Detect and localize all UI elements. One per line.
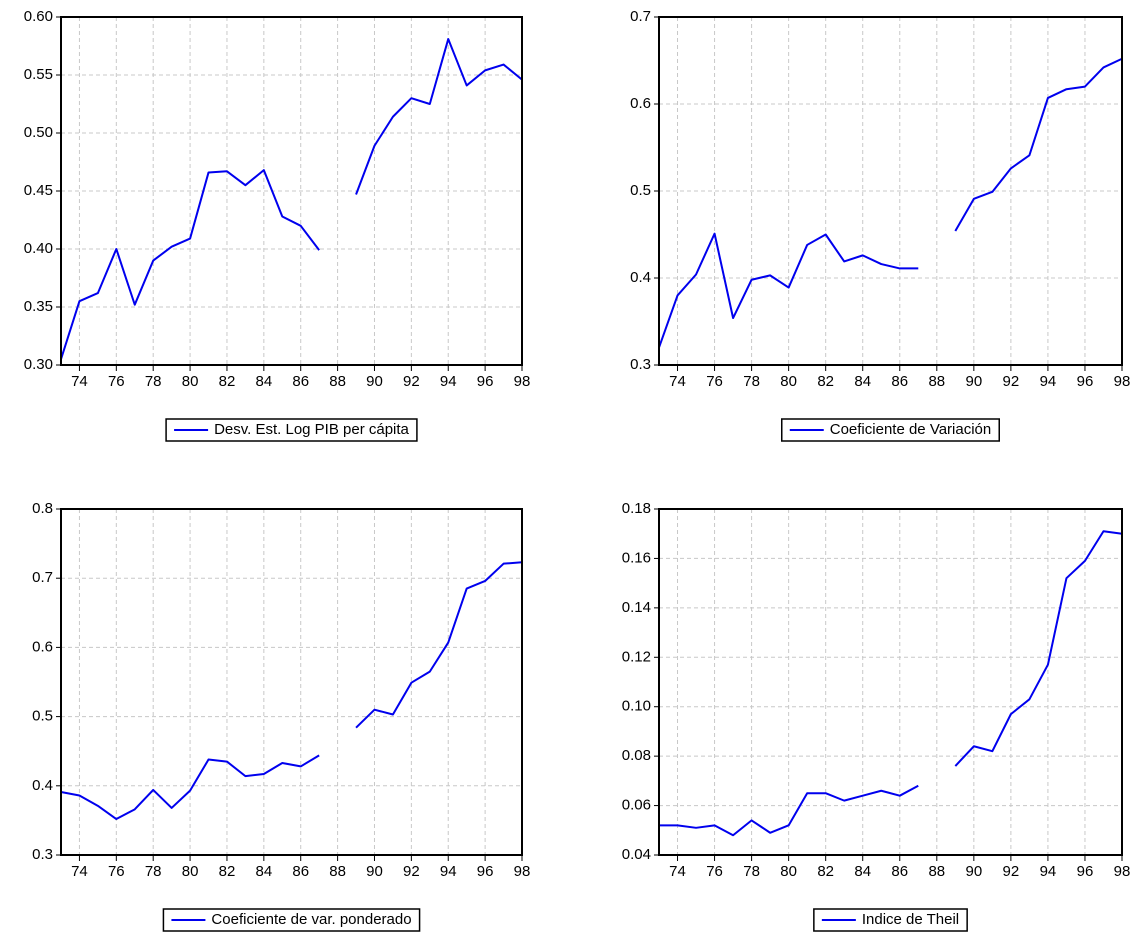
- x-tick-label: 82: [817, 863, 834, 880]
- x-tick-label: 84: [255, 863, 272, 880]
- y-tick-label: 0.5: [32, 708, 53, 725]
- y-tick-label: 0.30: [24, 356, 53, 373]
- plot-frame: [60, 508, 523, 856]
- y-tick-label: 0.7: [630, 8, 651, 25]
- x-tick-label: 82: [219, 373, 236, 390]
- x-tick-label: 96: [1077, 863, 1094, 880]
- y-tick-label: 0.5: [630, 182, 651, 199]
- x-tick-label: 88: [928, 373, 945, 390]
- y-tick-label: 0.14: [622, 599, 651, 616]
- x-tick-label: 86: [891, 863, 908, 880]
- legend-label: Coeficiente de var. ponderado: [211, 911, 411, 928]
- x-tick-label: 84: [255, 373, 272, 390]
- x-tick-label: 84: [854, 863, 871, 880]
- x-tick-label: 78: [145, 863, 162, 880]
- x-tick-label: 78: [743, 863, 760, 880]
- x-tick-label: 88: [329, 863, 346, 880]
- x-tick-label: 80: [780, 863, 797, 880]
- x-tick-label: 96: [1077, 373, 1094, 390]
- y-tick-label: 0.3: [630, 356, 651, 373]
- x-tick-label: 94: [1040, 373, 1057, 390]
- x-tick-label: 86: [292, 863, 309, 880]
- x-tick-label: 74: [669, 863, 686, 880]
- x-tick-label: 84: [854, 373, 871, 390]
- data-line: [659, 530, 1123, 837]
- x-tick-label: 92: [403, 373, 420, 390]
- y-tick-label: 0.08: [622, 747, 651, 764]
- x-tick-label: 80: [780, 373, 797, 390]
- y-tick-label: 0.18: [622, 500, 651, 517]
- y-tick-label: 0.16: [622, 549, 651, 566]
- y-tick-label: 0.4: [630, 269, 651, 286]
- y-tick-label: 0.4: [32, 777, 53, 794]
- x-tick-label: 80: [182, 373, 199, 390]
- y-tick-label: 0.6: [630, 95, 651, 112]
- x-tick-label: 86: [292, 373, 309, 390]
- legend-label: Indice de Theil: [862, 911, 959, 928]
- data-line: [60, 561, 523, 821]
- y-tick-label: 0.04: [622, 846, 651, 863]
- x-tick-label: 96: [477, 863, 494, 880]
- data-line: [658, 57, 1123, 348]
- x-tick-label: 94: [1040, 863, 1057, 880]
- x-tick-label: 74: [71, 373, 88, 390]
- legend-box: [165, 418, 418, 442]
- legend-label: Coeficiente de Variación: [830, 421, 991, 438]
- y-tick-label: 0.06: [622, 797, 651, 814]
- x-tick-label: 92: [1003, 863, 1020, 880]
- x-tick-label: 80: [182, 863, 199, 880]
- x-tick-label: 90: [965, 373, 982, 390]
- x-tick-label: 90: [965, 863, 982, 880]
- x-tick-label: 88: [329, 373, 346, 390]
- x-tick-label: 92: [1003, 373, 1020, 390]
- x-tick-label: 96: [477, 373, 494, 390]
- x-tick-label: 90: [366, 373, 383, 390]
- x-tick-label: 98: [1114, 863, 1131, 880]
- x-tick-label: 92: [403, 863, 420, 880]
- y-tick-label: 0.12: [622, 648, 651, 665]
- x-tick-label: 88: [928, 863, 945, 880]
- y-tick-label: 0.40: [24, 240, 53, 257]
- y-tick-label: 0.6: [32, 638, 53, 655]
- y-tick-label: 0.60: [24, 8, 53, 25]
- x-tick-label: 94: [440, 863, 457, 880]
- data-line: [60, 38, 523, 360]
- y-tick-label: 0.7: [32, 569, 53, 586]
- x-tick-label: 90: [366, 863, 383, 880]
- y-tick-label: 0.35: [24, 298, 53, 315]
- y-tick-label: 0.50: [24, 124, 53, 141]
- legend-label: Desv. Est. Log PIB per cápita: [214, 421, 409, 438]
- x-tick-label: 74: [71, 863, 88, 880]
- x-tick-label: 76: [706, 863, 723, 880]
- y-tick-label: 0.45: [24, 182, 53, 199]
- x-tick-label: 76: [108, 373, 125, 390]
- x-tick-label: 82: [219, 863, 236, 880]
- x-tick-label: 98: [514, 373, 531, 390]
- x-tick-label: 76: [706, 373, 723, 390]
- y-tick-label: 0.8: [32, 500, 53, 517]
- plot-frame: [60, 16, 523, 366]
- x-tick-label: 86: [891, 373, 908, 390]
- x-tick-label: 78: [145, 373, 162, 390]
- y-tick-label: 0.3: [32, 846, 53, 863]
- legend-box: [162, 908, 421, 932]
- y-tick-label: 0.10: [622, 698, 651, 715]
- legend-box: [813, 908, 968, 932]
- x-tick-label: 76: [108, 863, 125, 880]
- y-tick-label: 0.55: [24, 66, 53, 83]
- legend-box: [781, 418, 1000, 442]
- x-tick-label: 82: [817, 373, 834, 390]
- x-tick-label: 98: [1114, 373, 1131, 390]
- x-tick-label: 74: [669, 373, 686, 390]
- x-tick-label: 94: [440, 373, 457, 390]
- x-tick-label: 78: [743, 373, 760, 390]
- x-tick-label: 98: [514, 863, 531, 880]
- plot-frame: [658, 508, 1123, 856]
- plot-frame: [658, 16, 1123, 366]
